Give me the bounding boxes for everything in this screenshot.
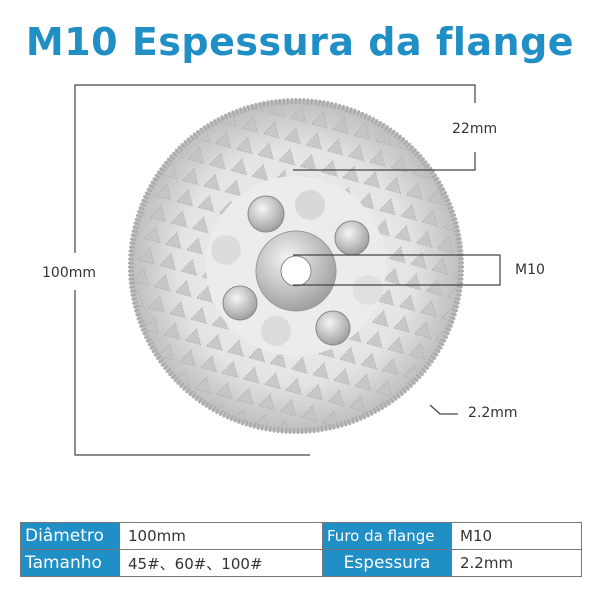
thread-label: M10 xyxy=(515,262,545,278)
spec-value: M10 xyxy=(451,522,582,550)
spec-label: Furo da flange xyxy=(322,522,452,550)
spec-value: 45#、60#、100# xyxy=(119,549,323,577)
spec-value: 100mm xyxy=(119,522,323,550)
spec-table: Diâmetro 100mm Furo da flange M10 Tamanh… xyxy=(20,522,582,577)
spec-label: Tamanho xyxy=(20,549,120,577)
spec-label: Espessura xyxy=(322,549,452,577)
thickness-label: 2.2mm xyxy=(468,405,518,421)
center-hole xyxy=(280,255,312,287)
page-title: M10 Espessura da flange xyxy=(25,20,575,64)
table-row: Diâmetro 100mm Furo da flange M10 xyxy=(20,522,582,550)
table-row: Tamanho 45#、60#、100# Espessura 2.2mm xyxy=(20,549,582,577)
disc xyxy=(128,98,464,434)
dimension-lines xyxy=(74,84,501,456)
diameter-label: 100mm xyxy=(42,265,96,281)
screw-holes xyxy=(211,190,383,346)
spec-label: Diâmetro xyxy=(20,522,120,550)
flange-height-label: 22mm xyxy=(452,121,498,137)
spec-value: 2.2mm xyxy=(451,549,582,577)
